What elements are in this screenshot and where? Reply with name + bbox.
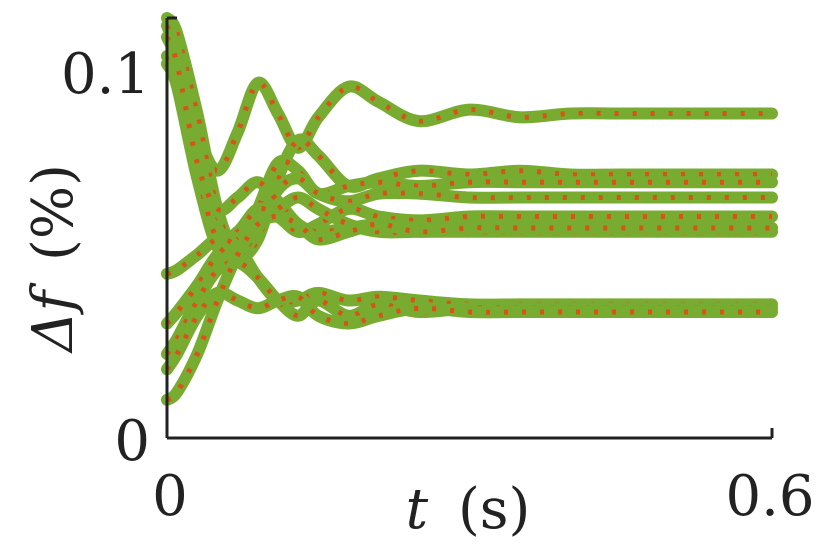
x-axis-label-symbol: t [406,477,429,542]
series-1 [161,49,778,177]
y-axis-label-unit: (%) [21,164,86,261]
series-1-solid-line [161,49,778,177]
series-5 [161,50,778,250]
series-5-dotted-line [164,54,772,246]
x-axis-label-unit: (s) [458,477,530,542]
series-11 [161,210,778,406]
x-axis-label: t (s) [406,477,531,542]
y-axis-label: Δf (%) [21,164,86,354]
series-layer [161,12,778,406]
series-11-solid-line [161,210,778,406]
y-tick-label-top: 0.1 [61,42,150,107]
y-axis-label-symbol: Δf [21,282,86,354]
x-tick-label-right: 0.6 [725,464,814,529]
y-tick-label-bottom: 0 [114,409,150,474]
x-tick-label-left: 0 [152,464,188,529]
